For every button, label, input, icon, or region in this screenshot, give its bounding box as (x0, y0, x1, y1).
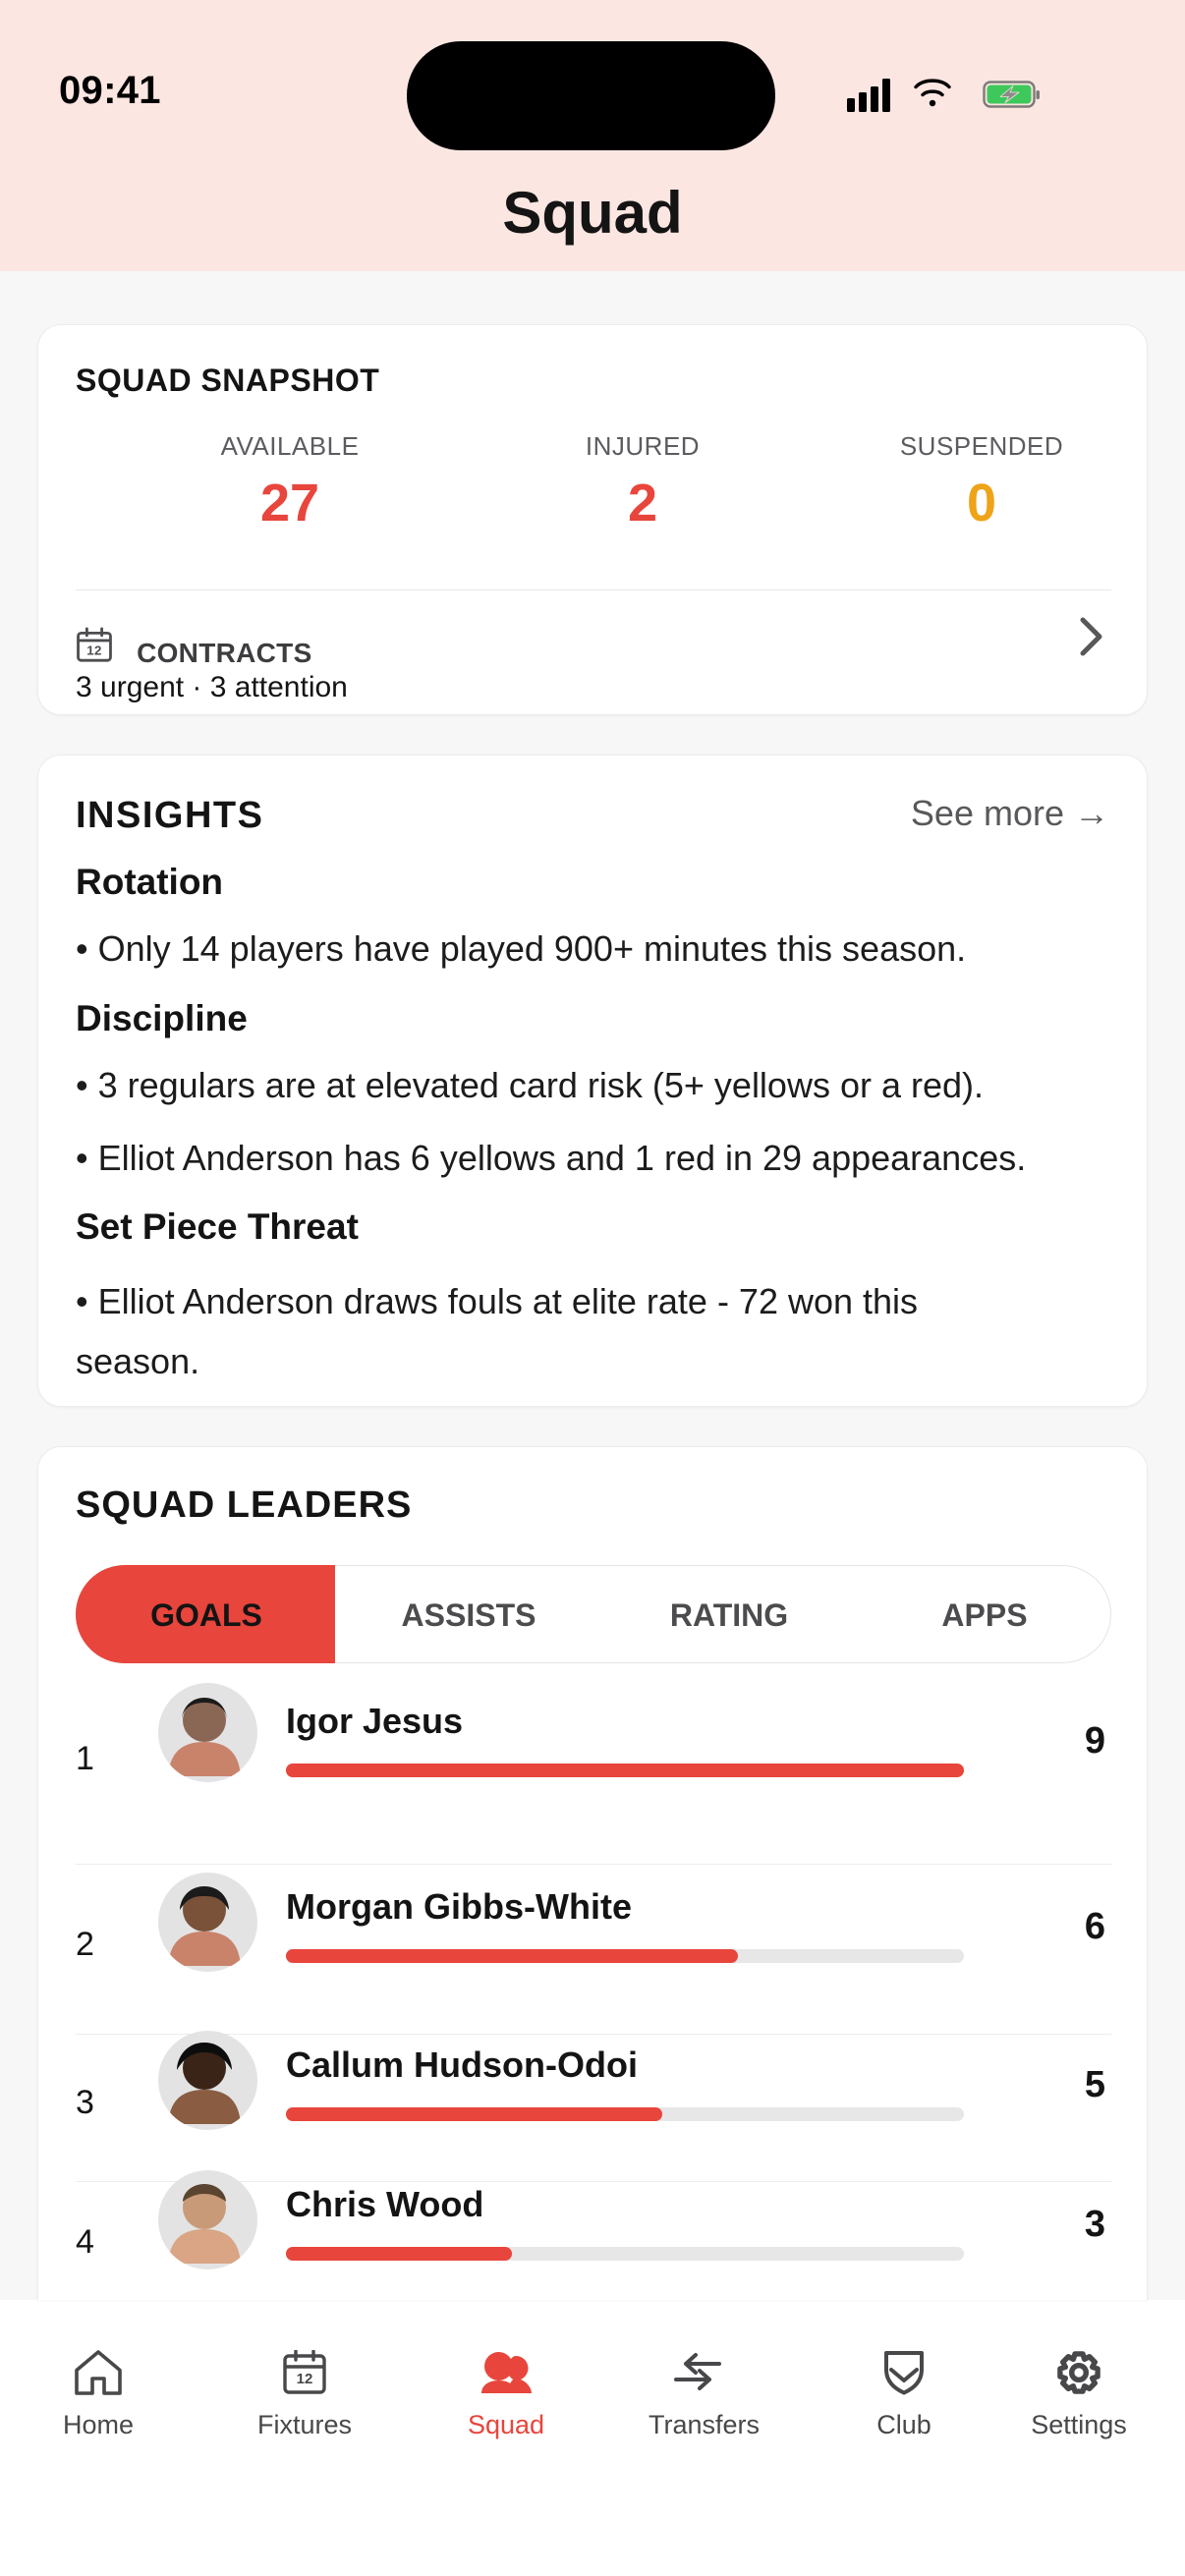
svg-text:12: 12 (297, 2371, 313, 2387)
svg-text:12: 12 (86, 644, 102, 658)
